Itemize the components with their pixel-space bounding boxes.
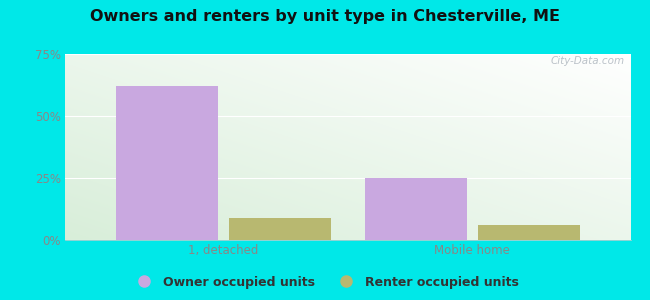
- Bar: [116, 86, 218, 240]
- Text: City-Data.com: City-Data.com: [551, 56, 625, 66]
- Bar: [478, 225, 580, 240]
- Bar: [229, 218, 331, 240]
- Bar: [365, 178, 467, 240]
- Text: Owners and renters by unit type in Chesterville, ME: Owners and renters by unit type in Chest…: [90, 9, 560, 24]
- Legend: Owner occupied units, Renter occupied units: Owner occupied units, Renter occupied un…: [127, 271, 523, 294]
